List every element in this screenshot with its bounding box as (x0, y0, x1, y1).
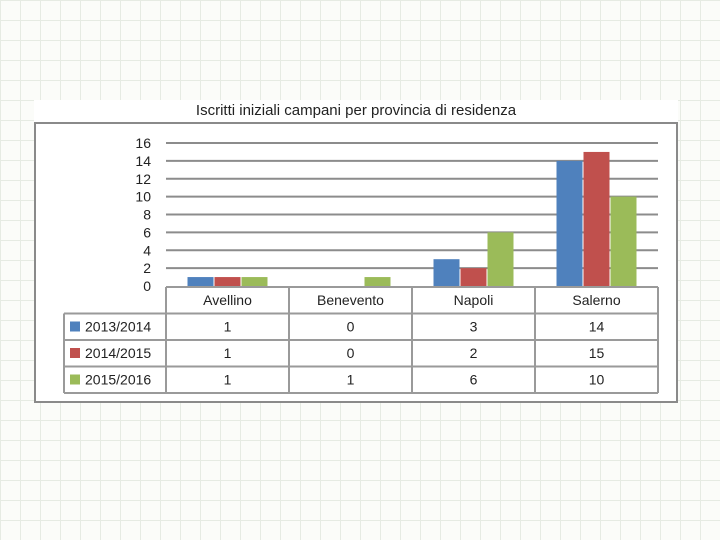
series-label: 2013/2014 (85, 319, 151, 335)
chart-container: Iscritti iniziali campani per provincia … (34, 100, 678, 403)
category-label: Napoli (454, 292, 494, 308)
y-tick-label: 8 (143, 207, 151, 223)
data-value: 1 (347, 372, 355, 388)
bar (433, 259, 460, 286)
y-tick-label: 10 (135, 189, 151, 205)
data-value: 3 (470, 319, 478, 335)
bar (460, 268, 487, 286)
y-tick-label: 14 (135, 153, 151, 169)
data-value: 2 (470, 345, 478, 361)
data-value: 14 (589, 319, 605, 335)
legend-swatch (70, 321, 80, 332)
bar (556, 160, 583, 286)
series-label: 2015/2016 (85, 372, 151, 388)
bar (364, 277, 391, 286)
data-value: 6 (470, 372, 478, 388)
bar (487, 232, 514, 286)
legend-swatch (70, 348, 80, 358)
data-value: 1 (224, 345, 232, 361)
chart-title: Iscritti iniziali campani per provincia … (195, 102, 517, 119)
y-tick-label: 2 (143, 260, 151, 276)
y-tick-label: 0 (143, 278, 151, 294)
data-value: 0 (347, 319, 355, 335)
chart-frame: 0 2 4 6 8 10 12 14 16 Avellino Benevento Napoli Sale… (34, 122, 678, 403)
bar (610, 196, 637, 286)
data-value: 1 (224, 372, 232, 388)
category-label: Avellino (203, 292, 252, 308)
bar (214, 277, 241, 286)
bar (583, 151, 610, 286)
bar (187, 277, 214, 286)
y-tick-label: 6 (143, 224, 151, 240)
y-tick-label: 16 (135, 135, 151, 151)
legend-swatch (70, 374, 80, 385)
y-tick-label: 4 (143, 242, 151, 258)
category-label: Benevento (317, 292, 384, 308)
y-tick-label: 12 (135, 171, 151, 187)
category-label: Salerno (572, 292, 620, 308)
bar (241, 277, 268, 286)
data-value: 10 (589, 372, 605, 388)
series-label: 2014/2015 (85, 345, 151, 361)
data-value: 0 (347, 345, 355, 361)
data-value: 1 (224, 319, 232, 335)
data-value: 15 (589, 345, 605, 361)
